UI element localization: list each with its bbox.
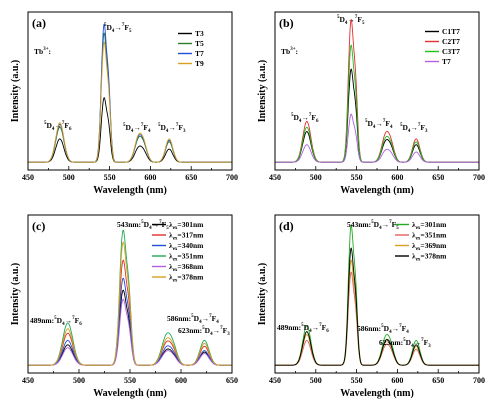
series-line-6 <box>28 241 232 366</box>
transition-label: 5D4→7F5 <box>337 15 365 26</box>
chart-panel-3: 450 500 550 600 650 Wavelength (nm) Intensity … <box>10 214 238 399</box>
series-line-4 <box>275 113 479 163</box>
legend-entry: C3T7 <box>442 47 460 56</box>
series-line-1 <box>275 224 479 366</box>
chart-panel-2: 450 500 550 600 650 700 Wavelength (nm) Intensi… <box>257 11 485 196</box>
series-line-4 <box>275 247 479 366</box>
x-tick-label: 650 <box>226 376 238 385</box>
series-line-5 <box>28 298 232 366</box>
x-axis-title: Wavelength (nm) <box>93 388 167 399</box>
transition-label: 586nm:5D4→7F4 <box>167 314 219 325</box>
x-tick-label: 600 <box>175 376 187 385</box>
x-tick-label: 550 <box>351 173 363 182</box>
legend-entry: λex=351nm <box>169 252 204 263</box>
x-tick-label: 700 <box>473 173 485 182</box>
legend-entry: λex=301nm <box>169 220 204 231</box>
transition-label: 5D4→7F6 <box>291 113 319 124</box>
transition-label: 489nm:5D4→7F6 <box>277 323 329 334</box>
chart-panel-1: 450 500 550 600 650 700 Wavelength (nm) Intensi… <box>10 11 238 196</box>
series-line-2 <box>275 271 479 366</box>
plot-frame <box>274 214 480 374</box>
transition-label: 623nm:5D4→7F3 <box>178 326 230 337</box>
x-tick-label: 650 <box>185 173 197 182</box>
x-tick-label: 450 <box>22 376 34 385</box>
legend-entry: λex=378nm <box>412 252 447 263</box>
transition-label: 623nm:5D4→7F3 <box>379 338 431 349</box>
x-axis-title: Wavelength (nm) <box>340 185 414 196</box>
legend-entry: C2T7 <box>442 37 460 46</box>
legend-entry: λex=340nm <box>169 241 204 252</box>
x-tick-label: 500 <box>310 376 322 385</box>
transition-label: 5D4→7F4 <box>123 123 151 134</box>
x-tick-label: 450 <box>269 173 281 182</box>
x-tick-label: 650 <box>432 173 444 182</box>
x-tick-label: 500 <box>63 173 75 182</box>
x-tick-label: 500 <box>310 173 322 182</box>
ion-label: Tb3+: <box>34 47 51 56</box>
legend-entry: T7 <box>195 49 204 58</box>
panel-letter: (a) <box>32 16 46 30</box>
x-tick-label: 650 <box>432 376 444 385</box>
panel-letter: (b) <box>279 16 294 30</box>
series-line-3 <box>28 277 232 366</box>
transition-label: 5D4→7F3 <box>158 123 186 134</box>
x-tick-label: 500 <box>73 376 85 385</box>
y-axis-title: Intensity (a.u.) <box>10 60 21 123</box>
legend-entry: λex=317nm <box>169 231 204 242</box>
x-tick-label: 550 <box>104 173 116 182</box>
legend-entry: λex=351nm <box>412 231 447 242</box>
series-line-3 <box>275 259 479 366</box>
legend-entry: T3 <box>195 29 204 38</box>
x-tick-label: 600 <box>144 173 156 182</box>
x-tick-label: 700 <box>473 376 485 385</box>
x-axis-title: Wavelength (nm) <box>340 388 414 399</box>
x-tick-label: 450 <box>269 376 281 385</box>
x-tick-label: 700 <box>226 173 238 182</box>
x-axis-title: Wavelength (nm) <box>93 185 167 196</box>
legend-entry: λex=301nm <box>412 220 447 231</box>
legend-entry: T7 <box>442 57 451 66</box>
legend-entry: T9 <box>195 59 204 68</box>
x-tick-label: 550 <box>351 376 363 385</box>
legend-entry: T5 <box>195 39 204 48</box>
legend-entry: λex=378nm <box>169 273 204 284</box>
ion-label: Tb3+: <box>281 47 298 56</box>
transition-label: 5D4→7F5 <box>104 23 132 34</box>
transition-label: 5D4→7F6 <box>44 121 72 132</box>
y-axis-title: Intensity (a.u.) <box>257 60 268 123</box>
panel-letter: (d) <box>279 219 294 233</box>
series-line-4 <box>28 229 232 366</box>
legend-entry: C1T7 <box>442 27 460 36</box>
x-tick-label: 600 <box>391 376 403 385</box>
y-axis-title: Intensity (a.u.) <box>10 263 21 326</box>
panel-letter: (c) <box>32 219 45 233</box>
transition-label: 5D4→7F4 <box>365 119 393 130</box>
series-line-4 <box>28 41 232 163</box>
legend-entry: λex=368nm <box>169 262 204 273</box>
transition-label: 586nm:5D4→7F4 <box>357 324 409 335</box>
x-tick-label: 450 <box>22 173 34 182</box>
transition-label: 543nm:5D4→7F5 <box>117 220 169 231</box>
chart-panel-4: 450 500 550 600 650 700 Wavelength (nm) Intensi… <box>257 214 485 399</box>
x-tick-label: 600 <box>391 173 403 182</box>
transition-label: 5D4→7F3 <box>400 123 428 134</box>
y-axis-title: Intensity (a.u.) <box>257 263 268 326</box>
transition-label: 543nm:5D4→7F5 <box>347 220 399 231</box>
legend-entry: λex=369nm <box>412 241 447 252</box>
x-tick-label: 550 <box>124 376 136 385</box>
transition-label: 489nm:5D4→7F6 <box>30 316 82 327</box>
